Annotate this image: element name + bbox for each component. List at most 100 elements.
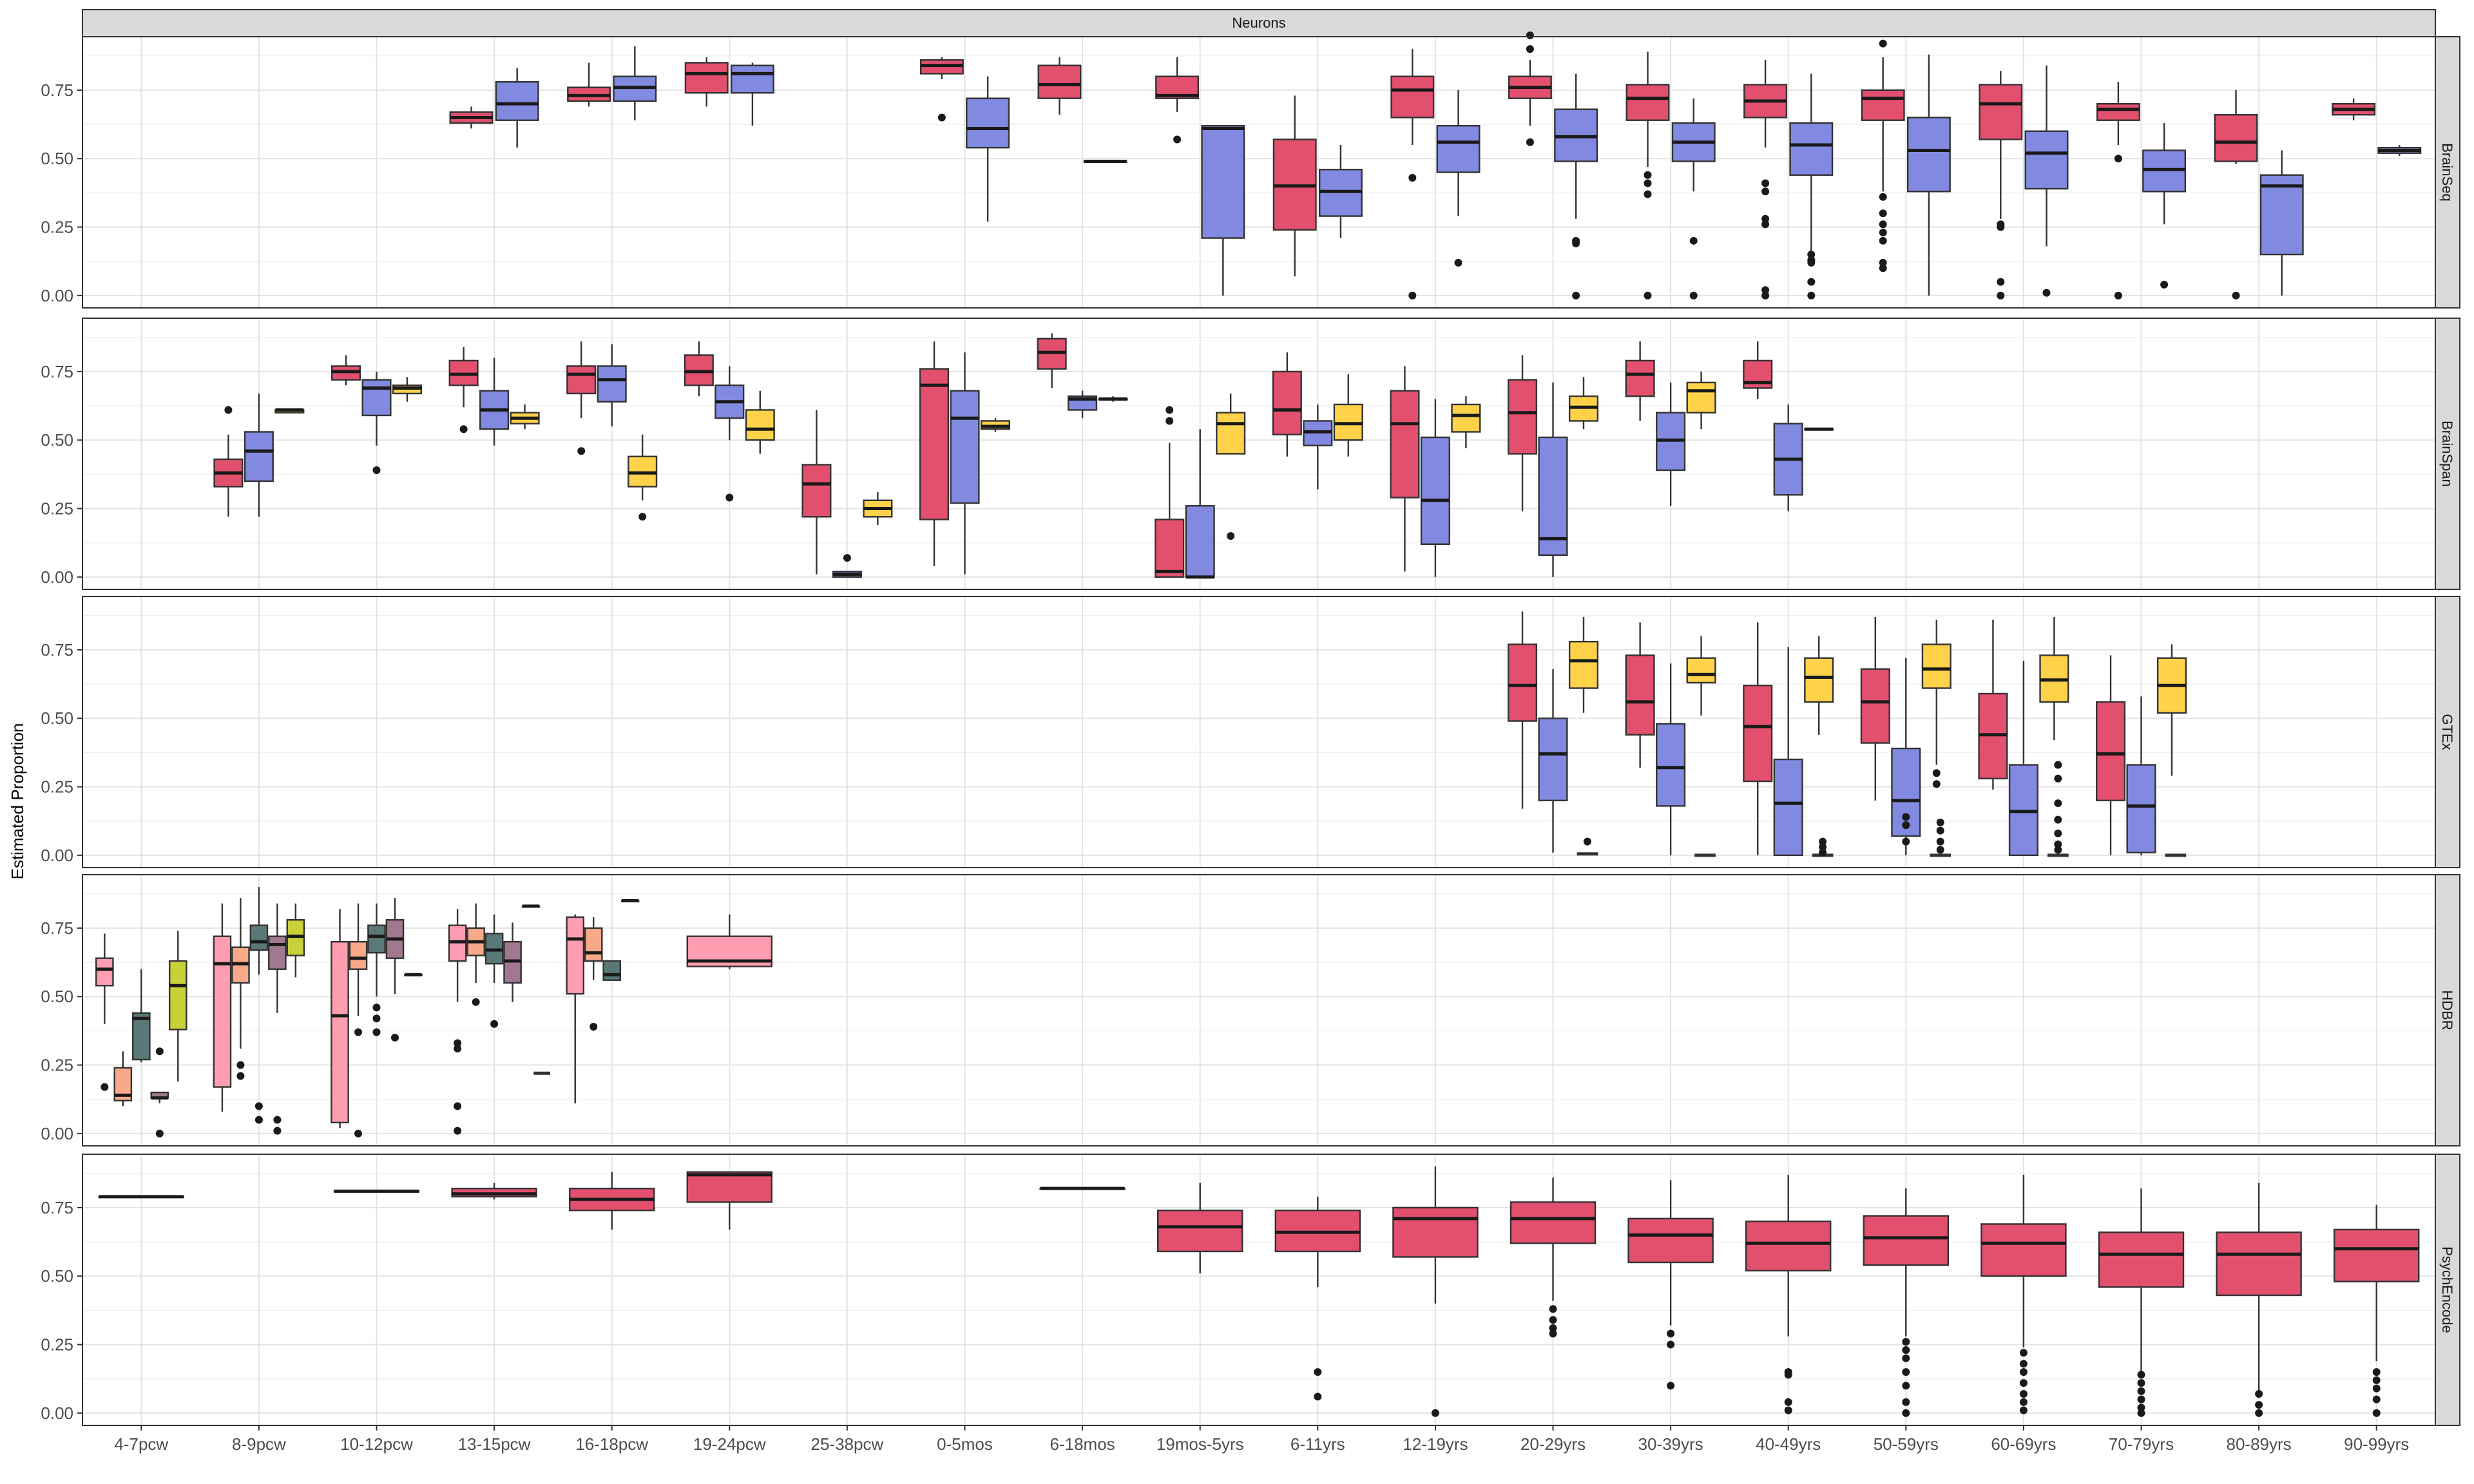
box-6-11yrs [1272, 95, 1317, 277]
box-body [597, 365, 627, 403]
outlier-point [236, 1072, 245, 1080]
box-4-7pcw [95, 933, 114, 1091]
box-0-5mos [966, 76, 1010, 222]
outlier-point [1879, 258, 1887, 267]
flat-box-20-29yrs [1577, 837, 1598, 856]
box-body [1656, 723, 1686, 807]
outlier-point [1314, 1393, 1322, 1401]
box-13-15pcw [449, 106, 494, 129]
box-body [1507, 379, 1538, 455]
box-16-18pcw [566, 914, 585, 1104]
box-10-12pcw [331, 909, 349, 1128]
outlier-point [1932, 769, 1941, 777]
box-70-79yrs [2156, 644, 2187, 776]
box-16-18pcw [613, 46, 657, 120]
outlier-point [2137, 1395, 2145, 1403]
box-6-18mos [1037, 333, 1067, 388]
outlier-point [1902, 1346, 1910, 1355]
outlier-point [2054, 761, 2062, 769]
outlier-point [1879, 264, 1887, 272]
box-0-5mos [950, 352, 980, 575]
outlier-point [2054, 840, 2062, 848]
outlier-point [1879, 209, 1887, 218]
outlier-point [1165, 417, 1174, 425]
box-body [349, 940, 368, 970]
outlier-point [2137, 1403, 2145, 1412]
box-60-69yrs [1979, 71, 2023, 300]
box-10-12pcw [361, 371, 392, 475]
box-6-11yrs [1303, 404, 1333, 490]
box-body [602, 960, 622, 981]
outlier-point [638, 513, 647, 521]
outlier-point [1227, 532, 1235, 540]
outlier-point [1902, 1368, 1910, 1376]
box-13-15pcw [484, 914, 504, 1028]
box-body [95, 957, 114, 987]
outlier-point [1644, 171, 1652, 179]
box-19-24pcw [684, 341, 714, 397]
box-40-49yrs [1745, 1174, 1832, 1414]
box-body [1420, 436, 1450, 546]
facet-strip-right [2435, 596, 2460, 868]
outlier-point [2372, 1376, 2381, 1384]
y-tick-label: 0.00 [41, 286, 73, 305]
y-tick-label: 0.25 [41, 777, 73, 797]
box-6-11yrs [1274, 1196, 1361, 1401]
box-13-15pcw [451, 1183, 537, 1200]
outlier-point [1819, 843, 1827, 851]
box-body [566, 916, 585, 995]
outlier-point [2372, 1384, 2381, 1393]
box-10-12pcw [385, 898, 405, 1042]
box-19mos-5yrs [1201, 125, 1245, 296]
outlier-point [2137, 1371, 2145, 1379]
box-body [745, 409, 775, 441]
box-8-9pcw [249, 887, 269, 1124]
box-12-19yrs [1436, 90, 1481, 267]
y-tick-label: 0.50 [41, 1266, 73, 1286]
box-19-24pcw [684, 57, 729, 107]
outlier-point [1784, 1398, 1792, 1406]
box-body [2214, 113, 2258, 162]
outlier-point [354, 1028, 363, 1036]
outlier-point [1936, 826, 1944, 835]
y-tick-label: 0.75 [41, 362, 73, 381]
facet-label: HDBR [2439, 990, 2455, 1030]
box-19mos-5yrs [1155, 57, 1200, 144]
outlier-point [2019, 1406, 2028, 1414]
box-body [1625, 84, 1670, 121]
box-80-89yrs [2259, 150, 2304, 296]
outlier-point [2137, 1387, 2145, 1395]
box-40-49yrs [1773, 647, 1803, 857]
box-4-7pcw [150, 1047, 169, 1137]
box-body [1979, 84, 2023, 140]
box-40-49yrs [1789, 73, 1834, 300]
panel-hdbr: 0.00 0.25 0.50 0.75 HDBR [41, 874, 2460, 1146]
facet-strip-right [2435, 1154, 2460, 1426]
outlier-point [1879, 220, 1887, 229]
box-60-69yrs [2008, 660, 2038, 857]
facet-label: GTEx [2439, 714, 2455, 750]
box-body [1625, 654, 1655, 736]
outlier-point [2160, 280, 2169, 289]
outlier-point [1784, 1406, 1792, 1414]
outlier-point [1807, 251, 1816, 259]
box-40-49yrs [1773, 404, 1803, 511]
box-20-29yrs [1510, 1177, 1597, 1338]
box-12-19yrs [1392, 1166, 1479, 1417]
y-tick-label: 0.75 [41, 918, 73, 938]
box-body [1686, 381, 1716, 414]
box-16-18pcw [567, 62, 611, 107]
box-13-15pcw [503, 922, 522, 1002]
box-body [1860, 668, 1890, 744]
facet-label: PsychEncode [2439, 1246, 2455, 1333]
box-8-9pcw [286, 903, 305, 978]
box-30-39yrs [1625, 52, 1670, 300]
box-6-18mos [1068, 390, 1098, 419]
panel-background [82, 318, 2435, 589]
box-body [1451, 403, 1481, 433]
box-body [1686, 657, 1716, 684]
y-tick-label: 0.25 [41, 1335, 73, 1355]
box-body [331, 940, 349, 1124]
outlier-point [1879, 236, 1887, 245]
